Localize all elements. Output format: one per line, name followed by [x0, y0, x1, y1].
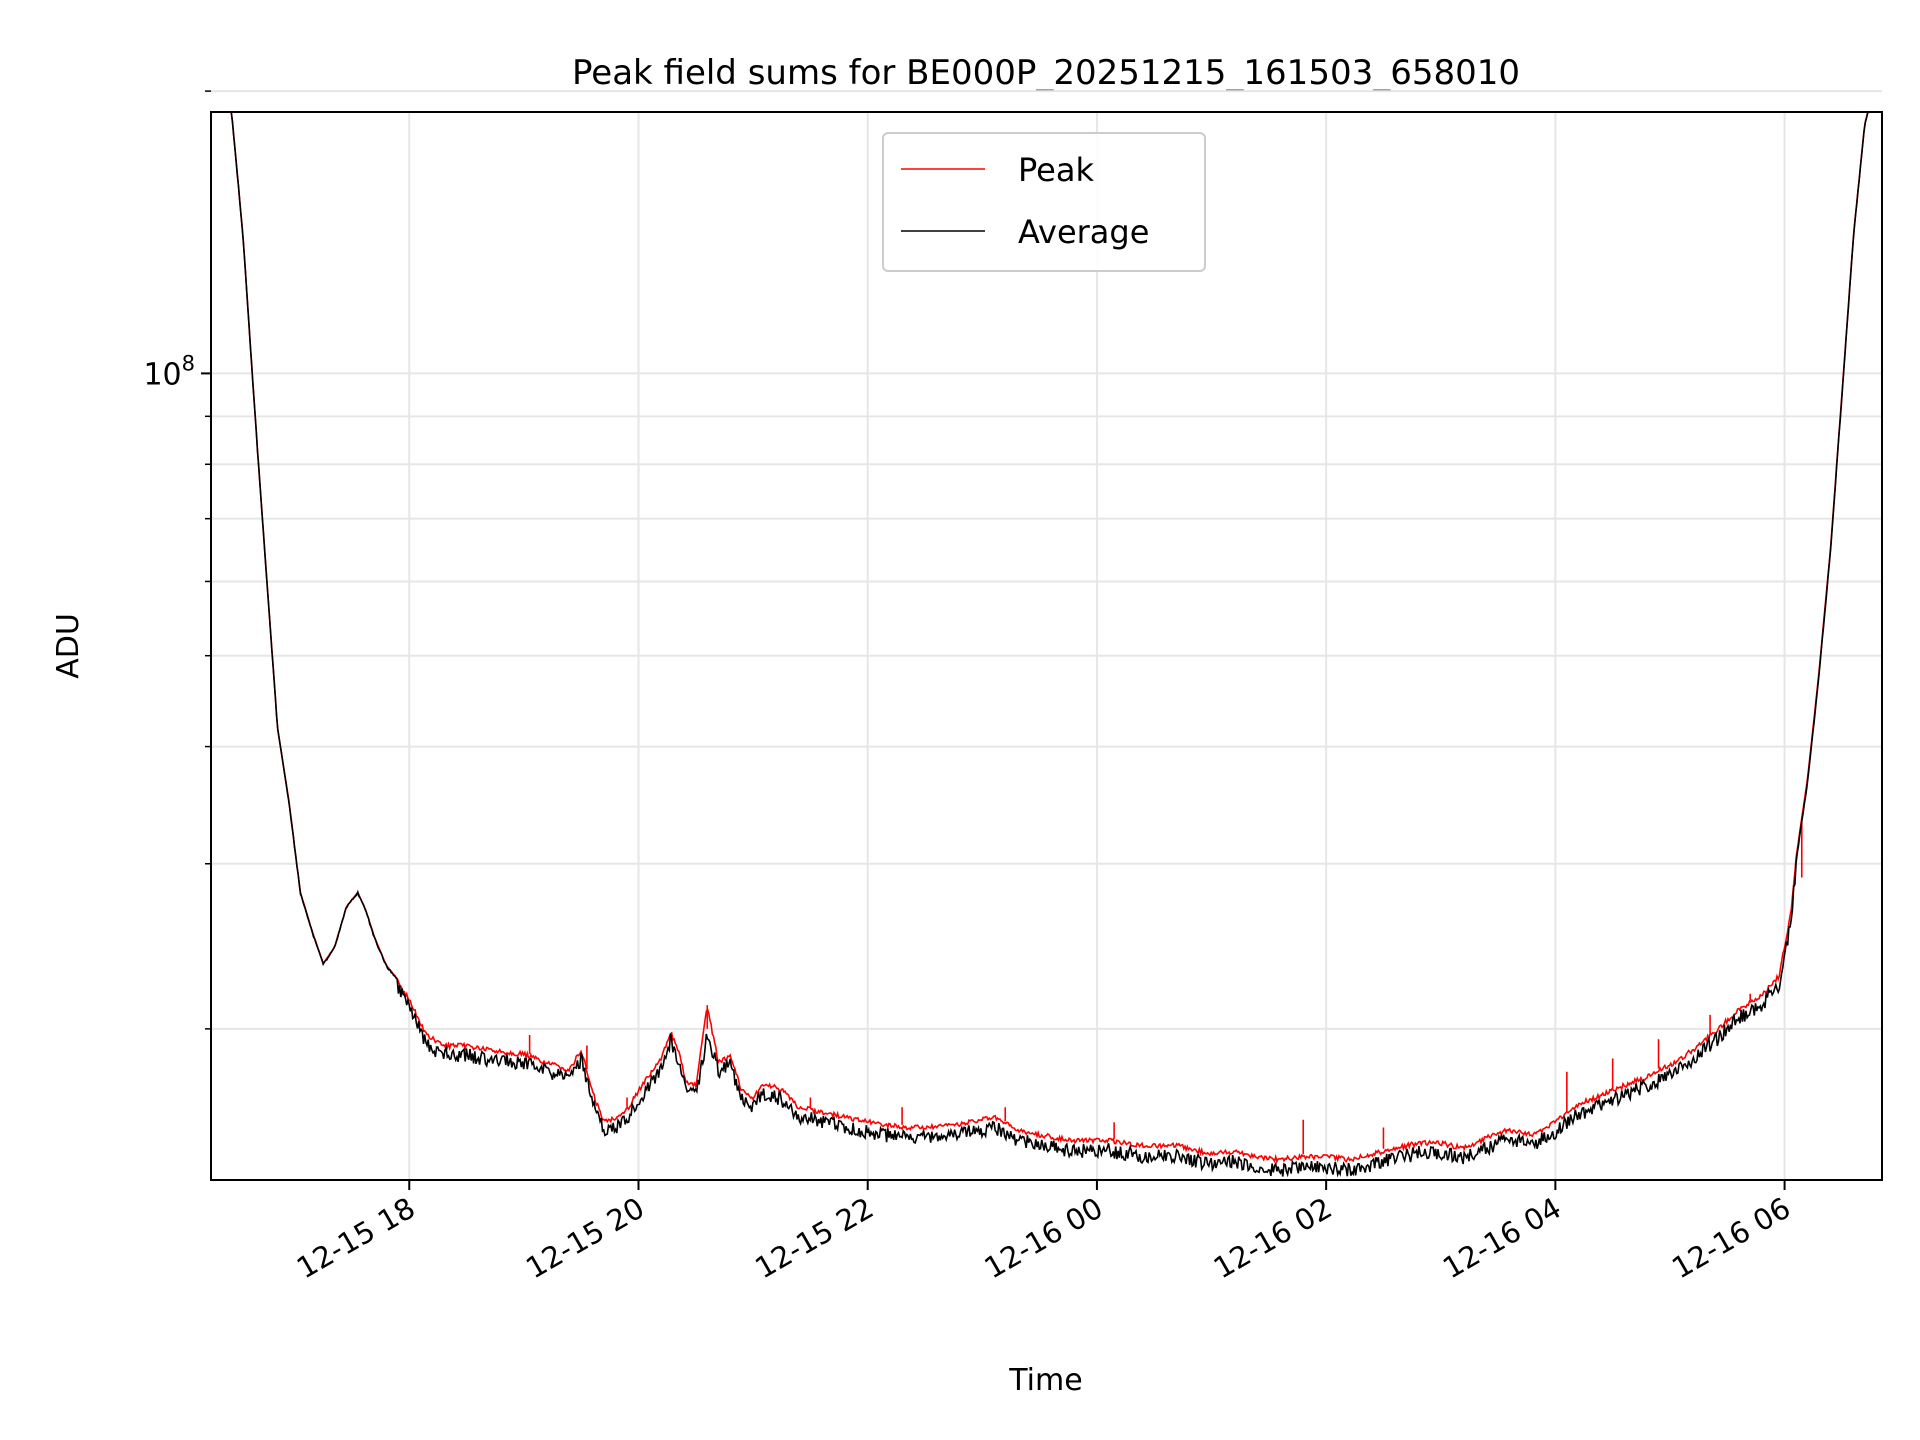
series-group — [228, 112, 1869, 1178]
y-axis: 108 — [143, 90, 211, 1030]
axes-frame — [210, 111, 1883, 1181]
series-line-peak — [229, 112, 1869, 1164]
plot-area — [228, 112, 1869, 1178]
legend-label-peak: Peak — [1018, 151, 1094, 189]
legend-box — [882, 132, 1206, 272]
chart-title: Peak field sums for BE000P_20251215_1615… — [572, 53, 1520, 93]
y-tick-label: 108 — [143, 351, 195, 392]
series-line-average — [228, 112, 1869, 1178]
legend: Peak Average — [882, 132, 1206, 272]
grid — [211, 90, 1882, 1180]
x-axis-label: Time — [1008, 1363, 1082, 1398]
y-axis-label: ADU — [51, 613, 86, 679]
legend-label-average: Average — [1018, 213, 1149, 251]
